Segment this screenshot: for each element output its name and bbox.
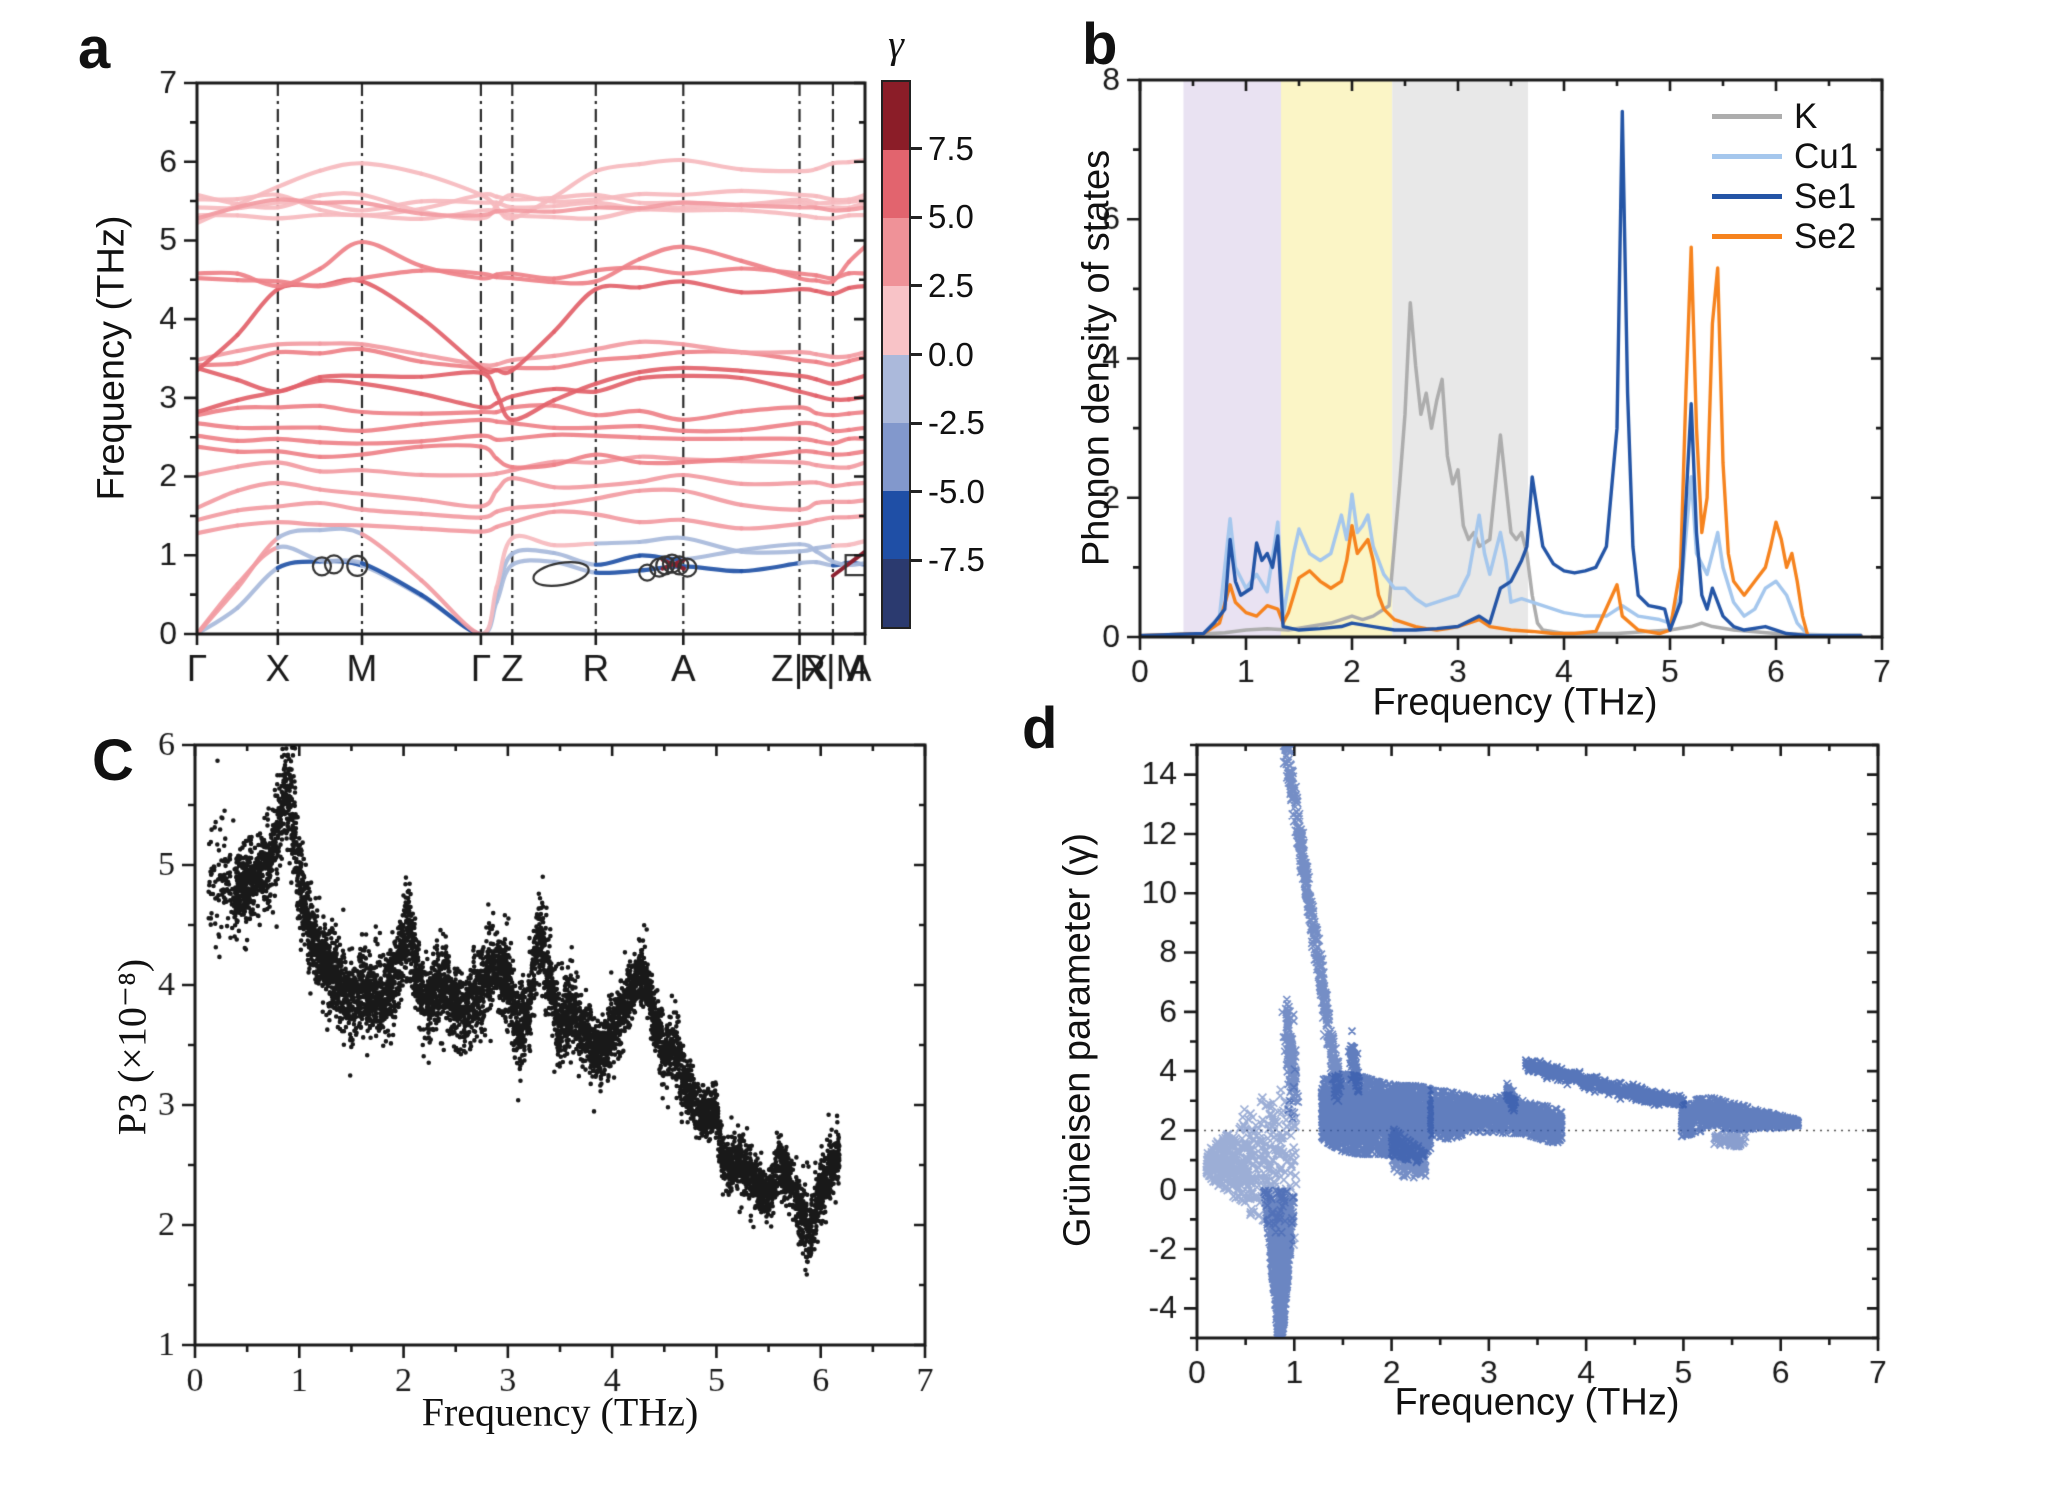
colorbar-tick-mark <box>911 490 922 494</box>
colorbar-segment-0 <box>883 82 909 151</box>
legend-label-Se2: Se2 <box>1794 216 1857 256</box>
legend-label-Se1: Se1 <box>1794 176 1857 216</box>
panel-a-letter: a <box>78 16 111 81</box>
legend-item-K: K <box>1712 96 1858 136</box>
legend-label-Cu1: Cu1 <box>1794 136 1859 176</box>
colorbar-segment-6 <box>883 490 909 559</box>
colorbar-tick-mark <box>911 284 922 288</box>
colorbar-segment-7 <box>883 558 909 627</box>
colorbar-tick-label: 2.5 <box>928 266 974 304</box>
panel-d-y-axis-label: Grüneisen parameter (γ) <box>1056 833 1099 1247</box>
colorbar-tick-mark <box>911 353 922 356</box>
panel-a-y-axis-label: Frequency (THz) <box>90 215 133 501</box>
panel-c-x-axis-label: Frequency (THz) <box>421 1389 699 1435</box>
colorbar-tick-mark <box>911 147 922 151</box>
panel-d-letter: d <box>1022 696 1058 761</box>
legend-item-Se1: Se1 <box>1712 176 1858 216</box>
legend-swatch-Cu1 <box>1712 153 1782 159</box>
panel-c-letter: C <box>92 728 134 793</box>
legend-item-Cu1: Cu1 <box>1712 136 1858 176</box>
colorbar-tick-label: -2.5 <box>928 404 985 442</box>
colorbar-segment-5 <box>883 422 909 491</box>
legend-item-Se2: Se2 <box>1712 216 1858 256</box>
panel-b-legend: K Cu1 Se1 Se2 <box>1712 96 1858 256</box>
panel-b-x-axis-label: Frequency (THz) <box>1372 681 1658 724</box>
colorbar-segment-3 <box>883 286 909 355</box>
panel-c-y-axis-label: P3 (×10⁻⁸) <box>109 958 155 1136</box>
colorbar-segment-2 <box>883 218 909 287</box>
legend-swatch-K <box>1712 113 1782 119</box>
colorbar-gamma-label: γ <box>888 21 904 67</box>
colorbar-tick-label: -5.0 <box>928 472 985 510</box>
colorbar-tick-label: 0.0 <box>928 335 974 373</box>
colorbar-gradient <box>881 80 911 629</box>
legend-swatch-Se1 <box>1712 193 1782 199</box>
colorbar-tick-label: -7.5 <box>928 541 985 579</box>
colorbar-segment-4 <box>883 354 909 423</box>
colorbar-segment-1 <box>883 150 909 219</box>
panel-b-letter: b <box>1082 12 1118 77</box>
colorbar-tick-label: 7.5 <box>928 129 974 167</box>
panel-b-y-axis-label: Phonon density of states <box>1075 149 1118 567</box>
colorbar-tick-mark <box>911 215 922 219</box>
colorbar-tick-label: 5.0 <box>928 198 974 236</box>
colorbar-tick-mark <box>911 558 922 562</box>
colorbar-tick-mark <box>911 421 922 425</box>
legend-swatch-Se2 <box>1712 233 1782 239</box>
legend-label-K: K <box>1794 96 1818 136</box>
panel-d-x-axis-label: Frequency (THz) <box>1394 1381 1680 1424</box>
